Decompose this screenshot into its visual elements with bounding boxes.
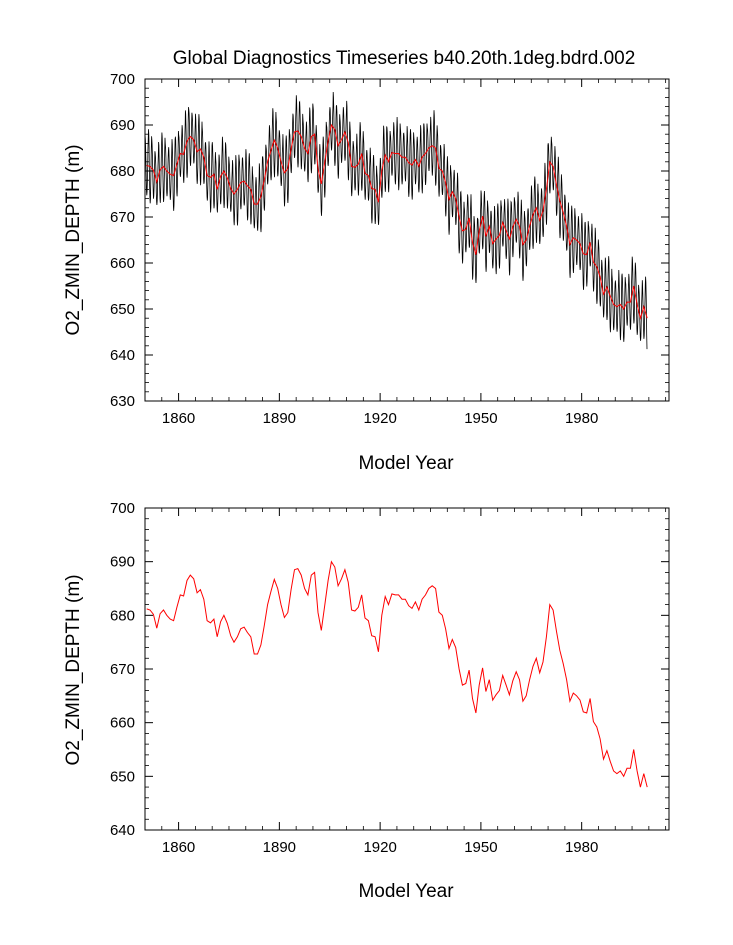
y-tick-label: 660: [110, 715, 135, 732]
y-tick-label: 640: [110, 822, 135, 839]
y-tick-label: 700: [110, 71, 135, 88]
y-axis-label: O2_ZMIN_DEPTH (m): [63, 574, 84, 765]
y-tick-label: 660: [110, 255, 135, 272]
plot-frame: [144, 78, 670, 402]
x-tick-label: 1890: [263, 839, 296, 856]
series-line-annual: [146, 123, 648, 321]
y-tick-label: 690: [110, 117, 135, 134]
chart-title: Global Diagnostics Timeseries b40.20th.1…: [173, 48, 636, 69]
axis-ticks: [144, 78, 669, 402]
x-tick-label: 1920: [363, 839, 396, 856]
x-axis-label: Model Year: [358, 453, 454, 474]
x-axis-label: Model Year: [358, 881, 454, 902]
x-tick-label: 1860: [162, 839, 195, 856]
y-tick-label: 680: [110, 163, 135, 180]
plot-frame: [144, 507, 670, 831]
y-tick-labels: 630 640 650 660 670 680 690 700: [110, 71, 135, 410]
x-tick-labels: 1860 1890 1920 1950 1980: [162, 839, 598, 856]
y-tick-labels: 640 650 660 670 680 690 700: [110, 500, 135, 839]
y-tick-label: 670: [110, 209, 135, 226]
x-tick-label: 1920: [363, 410, 396, 427]
x-tick-label: 1950: [464, 839, 497, 856]
x-tick-label: 1890: [263, 410, 296, 427]
y-tick-label: 640: [110, 347, 135, 364]
y-tick-label: 700: [110, 500, 135, 517]
y-tick-label: 650: [110, 301, 135, 318]
x-tick-label: 1950: [464, 410, 497, 427]
y-tick-label: 680: [110, 607, 135, 624]
y-axis-label: O2_ZMIN_DEPTH (m): [63, 144, 84, 335]
y-tick-label: 690: [110, 554, 135, 571]
x-tick-label: 1860: [162, 410, 195, 427]
x-tick-label: 1980: [565, 839, 598, 856]
series-line-annual: [146, 560, 648, 788]
axis-ticks: [144, 507, 669, 831]
series-line-monthly: [144, 91, 648, 350]
y-tick-label: 630: [110, 393, 135, 410]
y-tick-label: 650: [110, 768, 135, 785]
bottom-panel: 1860 1890 1920 1950 1980 640 650 660 670 680 690 7…: [63, 500, 670, 902]
top-panel: Global Diagnostics Timeseries b40.20th.1…: [63, 48, 670, 474]
x-tick-label: 1980: [565, 410, 598, 427]
x-tick-labels: 1860 1890 1920 1950 1980: [162, 410, 598, 427]
y-tick-label: 670: [110, 661, 135, 678]
